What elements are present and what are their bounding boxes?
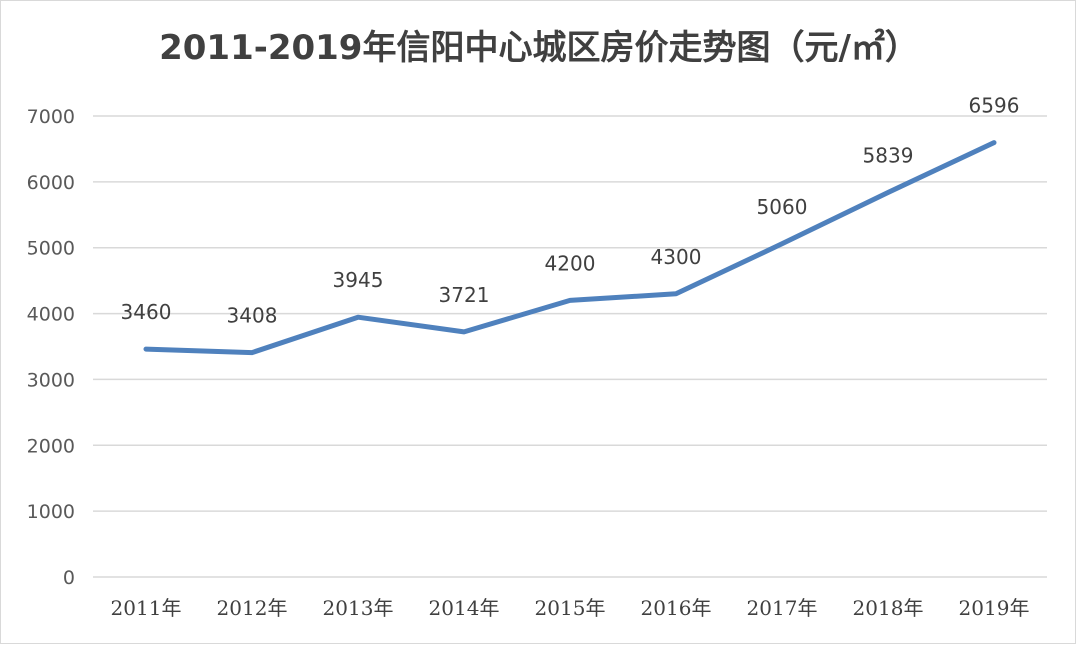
data-label: 3408 [227, 304, 278, 328]
x-tick-label: 2019年 [959, 596, 1030, 620]
x-tick-label: 2016年 [641, 596, 712, 620]
data-label: 3945 [333, 268, 384, 292]
y-tick-label: 4000 [27, 304, 75, 326]
x-tick-label: 2017年 [747, 596, 818, 620]
chart-title: 2011-2019年信阳中心城区房价走势图（元/㎡） [159, 28, 919, 68]
x-tick-label: 2011年 [111, 596, 182, 620]
y-tick-label: 2000 [27, 435, 75, 457]
y-tick-label: 7000 [27, 106, 75, 128]
series-layer [143, 140, 997, 356]
y-tick-label: 1000 [27, 501, 75, 523]
x-tick-label: 2014年 [429, 596, 500, 620]
data-label: 3460 [121, 300, 172, 324]
data-label: 4200 [545, 251, 596, 275]
y-tick-label: 3000 [27, 369, 75, 391]
data-label: 4300 [651, 245, 702, 269]
data-label: 3721 [439, 283, 490, 307]
y-tick-label: 5000 [27, 238, 75, 260]
x-tick-label: 2018年 [853, 596, 924, 620]
data-label: 5060 [757, 195, 808, 219]
data-label: 5839 [863, 143, 914, 167]
data-label: 6596 [969, 94, 1020, 118]
y-tick-label: 0 [63, 567, 75, 589]
data-labels: 3460 3408 3945 3721 4200 4300 5060 5839 6596 [121, 94, 1020, 328]
series-line [143, 140, 997, 356]
y-axis-tick-labels: 0 1000 2000 3000 4000 5000 6000 7000 [27, 106, 75, 589]
y-tick-label: 6000 [27, 172, 75, 194]
x-tick-label: 2012年 [217, 596, 288, 620]
x-tick-label: 2013年 [323, 596, 394, 620]
x-axis-tick-labels: 2011年 2012年 2013年 2014年 2015年 2016年 2017年 2018年… [111, 596, 1030, 620]
x-tick-label: 2015年 [535, 596, 606, 620]
gridlines [93, 115, 1047, 578]
